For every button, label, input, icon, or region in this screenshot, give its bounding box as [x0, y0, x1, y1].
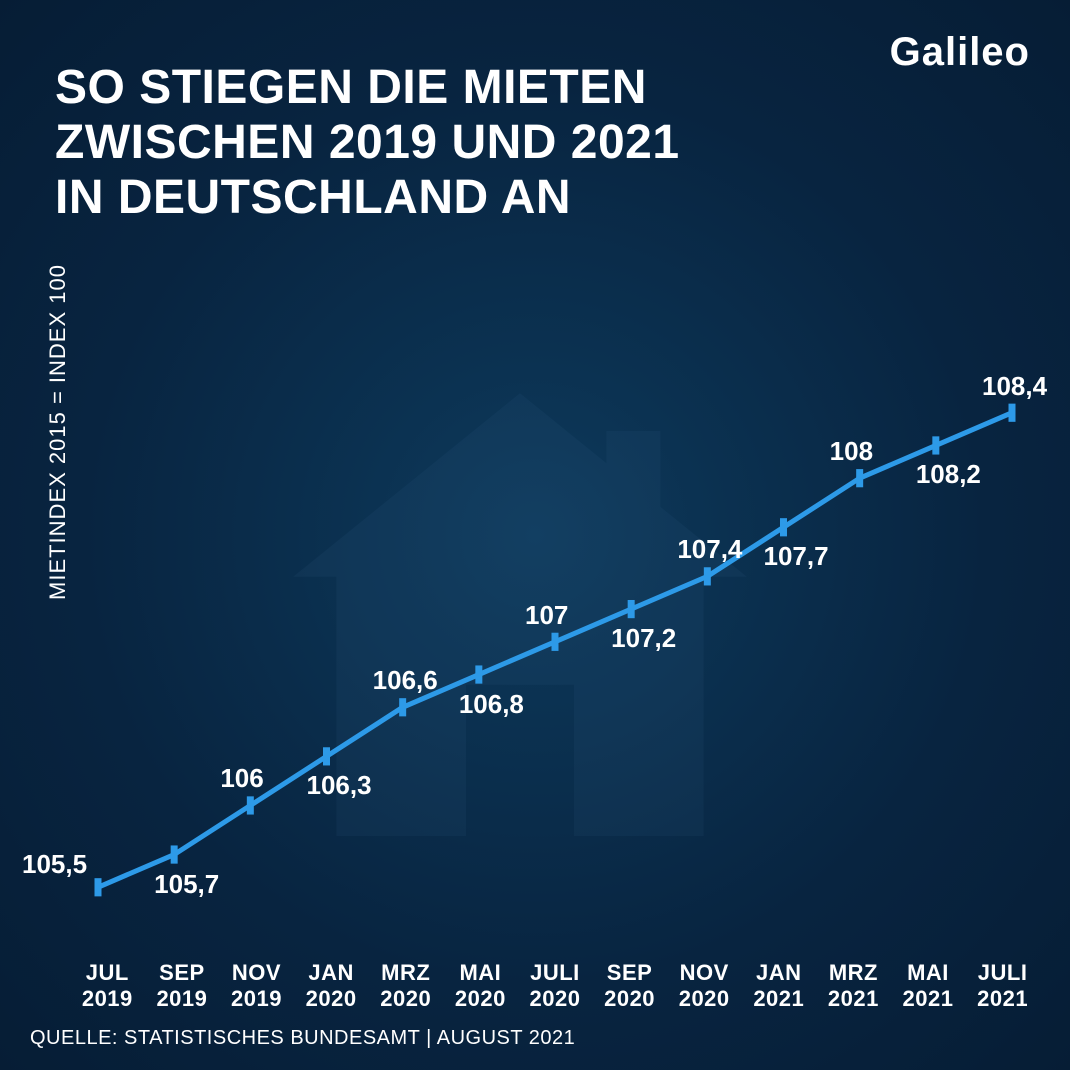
data-point-label: 108	[830, 436, 873, 467]
source-attribution: QUELLE: STATISTISCHES BUNDESAMT | AUGUST…	[30, 1027, 575, 1050]
x-tick-label: SEP2020	[592, 960, 667, 1020]
x-tick-label: NOV2019	[219, 960, 294, 1020]
data-point-label: 107,2	[611, 623, 676, 654]
x-tick-label: JULI2021	[965, 960, 1040, 1020]
y-axis-label: MIETINDEX 2015 = INDEX 100	[45, 264, 71, 600]
data-point-label: 106,3	[307, 770, 372, 801]
x-tick-label: NOV2020	[667, 960, 742, 1020]
data-point-label: 105,7	[154, 869, 219, 900]
x-tick-label: JAN2021	[741, 960, 816, 1020]
title-line: IN DEUTSCHLAND AN	[55, 170, 680, 225]
data-point-label: 106	[220, 763, 263, 794]
data-point-label: 108,4	[982, 371, 1047, 402]
x-axis-labels: JUL2019SEP2019NOV2019JAN2020MRZ2020MAI20…	[70, 960, 1040, 1020]
chart-title: SO STIEGEN DIE MIETEN ZWISCHEN 2019 UND …	[55, 60, 680, 226]
data-point-label: 108,2	[916, 459, 981, 490]
line-chart	[70, 330, 1040, 950]
x-tick-label: JULI2020	[518, 960, 593, 1020]
x-tick-label: MAI2021	[891, 960, 966, 1020]
x-tick-label: MAI2020	[443, 960, 518, 1020]
data-point-label: 107	[525, 600, 568, 631]
data-point-label: 106,8	[459, 689, 524, 720]
x-tick-label: JAN2020	[294, 960, 369, 1020]
brand-logo: Galileo	[890, 30, 1030, 75]
title-line: ZWISCHEN 2019 UND 2021	[55, 115, 680, 170]
x-tick-label: SEP2019	[145, 960, 220, 1020]
x-tick-label: JUL2019	[70, 960, 145, 1020]
data-point-label: 107,4	[677, 534, 742, 565]
data-point-label: 106,6	[373, 665, 438, 696]
data-point-label: 107,7	[764, 541, 829, 572]
x-tick-label: MRZ2021	[816, 960, 891, 1020]
x-tick-label: MRZ2020	[368, 960, 443, 1020]
title-line: SO STIEGEN DIE MIETEN	[55, 60, 680, 115]
data-point-label: 105,5	[22, 849, 87, 880]
